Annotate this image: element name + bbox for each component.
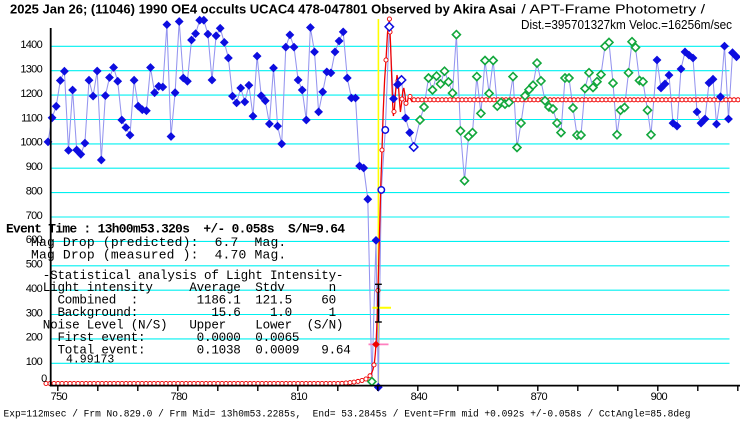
svg-text:1400: 1400: [20, 39, 42, 51]
svg-text:Event Time : 13h00m53.320s +/: Event Time : 13h00m53.320s +/- 0.058s S/…: [6, 222, 345, 237]
svg-text:900: 900: [651, 391, 668, 403]
svg-text:780: 780: [171, 391, 188, 403]
svg-text:0: 0: [41, 373, 47, 385]
svg-text:Noise Level (N/S) Upper L: Noise Level (N/S) Upper Lower (S/N): [43, 319, 343, 333]
svg-text:Total event: 0.1038 0.0: Total event: 0.1038 0.0009 9.64: [43, 343, 351, 357]
svg-text:400: 400: [26, 283, 43, 295]
svg-text:Background: 15.6 1: Background: 15.6 1.0 1: [43, 306, 336, 320]
svg-text:600: 600: [26, 234, 43, 246]
svg-text:100: 100: [26, 356, 43, 368]
svg-text:-Statistical analysis of Light: -Statistical analysis of Light Intensity…: [43, 269, 343, 283]
svg-text:Dist.=395701327km Veloc.=16256: Dist.=395701327km Veloc.=16256m/sec: [521, 18, 732, 32]
svg-text:Mag Drop (predicted): 6.7 Ma: Mag Drop (predicted): 6.7 Mag.: [31, 235, 286, 250]
svg-text:2025 Jan 26; (11046) 1990 OE4: 2025 Jan 26; (11046) 1990 OE4 occults UC…: [10, 2, 516, 17]
svg-text:200: 200: [26, 332, 43, 344]
svg-text:700: 700: [26, 210, 43, 222]
svg-text:4.99173: 4.99173: [66, 354, 114, 367]
svg-text:Light intensity Average S: Light intensity Average Stdv n: [43, 281, 336, 295]
svg-text:1000: 1000: [20, 137, 42, 149]
svg-text:1200: 1200: [20, 88, 42, 100]
svg-text:First event: 0.0000 0.0: First event: 0.0000 0.0065: [43, 331, 299, 345]
svg-text:1100: 1100: [21, 112, 42, 124]
svg-text:750: 750: [51, 391, 68, 403]
svg-text:Exp=112msec / Frm No.829.0 / F: Exp=112msec / Frm No.829.0 / Frm Mid= 13…: [4, 408, 691, 420]
svg-text:Combined : 1186.1 121: Combined : 1186.1 121.5 60: [43, 294, 336, 308]
svg-text:840: 840: [411, 391, 428, 403]
svg-text:900: 900: [26, 161, 43, 173]
svg-text:500: 500: [26, 259, 43, 271]
svg-text:Mag Drop (measured ): 4.70 Ma: Mag Drop (measured ): 4.70 Mag.: [31, 247, 286, 262]
svg-text:300: 300: [26, 307, 43, 319]
svg-text:800: 800: [26, 185, 43, 197]
svg-text:810: 810: [291, 391, 308, 403]
svg-text:1300: 1300: [20, 64, 42, 76]
svg-text:870: 870: [531, 391, 548, 403]
svg-text:/ APT-Frame Photometry /: / APT-Frame Photometry /: [517, 3, 706, 17]
